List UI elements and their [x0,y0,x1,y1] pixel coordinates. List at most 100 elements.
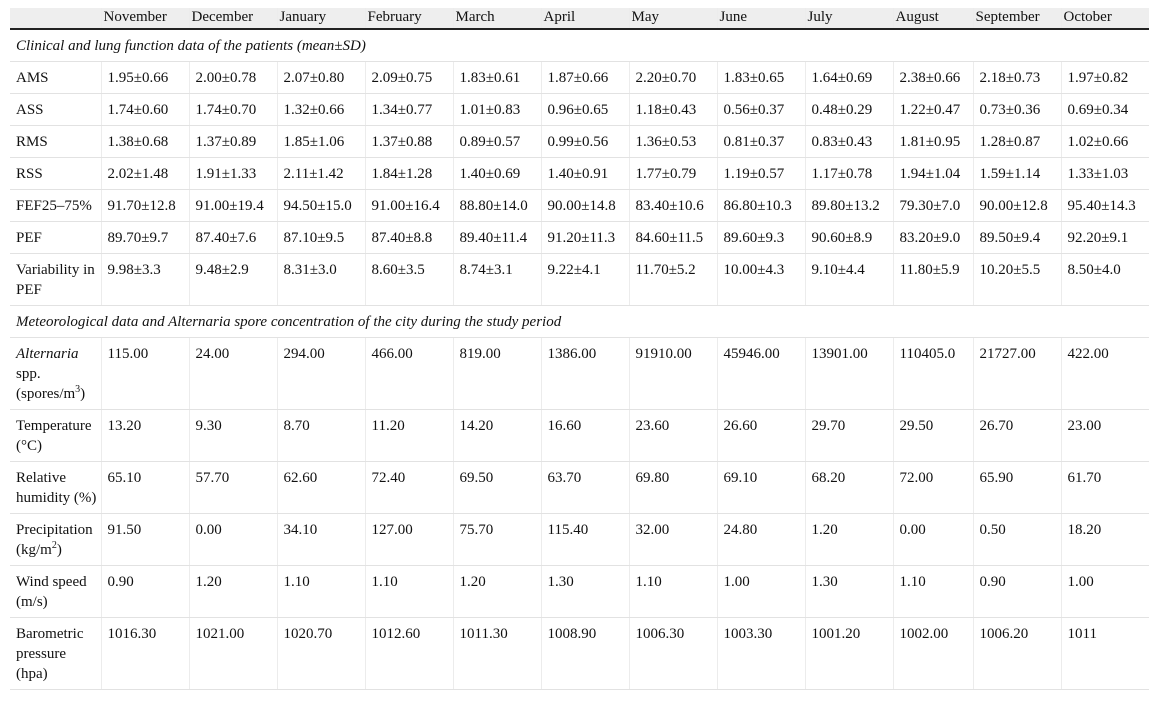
row-label: Alternaria spp. (spores/m3) [10,337,102,410]
column-header: June [717,8,806,30]
cell-value: 0.56±0.37 [717,93,806,126]
cell-value: 1.10 [365,565,454,618]
row-label: Relative humidity (%) [10,461,102,514]
data-row: RSS 2.02±1.48 1.91±1.33 2.11±1.42 1.84±1.28 1… [10,157,1149,190]
cell-value: 1.01±0.83 [453,93,542,126]
column-header: November [101,8,190,30]
cell-value: 92.20±9.1 [1061,221,1149,254]
row-label: ASS [10,93,102,126]
cell-value: 2.11±1.42 [277,157,366,190]
cell-value: 95.40±14.3 [1061,189,1149,222]
cell-value: 819.00 [453,337,542,410]
data-row: Alternaria spp. (spores/m3) 115.00 24.00 29… [10,337,1149,410]
cell-value: 89.80±13.2 [805,189,894,222]
cell-value: 9.48±2.9 [189,253,278,306]
cell-value: 23.60 [629,409,718,462]
cell-value: 1001.20 [805,617,894,690]
cell-value: 2.02±1.48 [101,157,190,190]
cell-value: 2.20±0.70 [629,61,718,94]
cell-value: 1.10 [629,565,718,618]
section-row: Meteorological data and Alternaria spore… [10,305,1149,338]
cell-value: 72.00 [893,461,974,514]
cell-value: 1.77±0.79 [629,157,718,190]
data-row: Barometric pressure (hpa) 1016.30 1021.00 1… [10,617,1149,690]
cell-value: 1003.30 [717,617,806,690]
cell-value: 0.90 [101,565,190,618]
table-body: Clinical and lung function data of the p… [10,29,1149,690]
cell-value: 1012.60 [365,617,454,690]
data-row: Relative humidity (%) 65.10 57.70 62.60 72.4… [10,461,1149,514]
cell-value: 0.73±0.36 [973,93,1062,126]
cell-value: 2.00±0.78 [189,61,278,94]
label-part: ) [80,386,86,402]
label-part: 2 [51,540,57,551]
cell-value: 1.22±0.47 [893,93,974,126]
cell-value: 1.32±0.66 [277,93,366,126]
cell-value: 65.90 [973,461,1062,514]
cell-value: 91910.00 [629,337,718,410]
cell-value: 1.18±0.43 [629,93,718,126]
label-part: Precipitation (kg/m [16,522,93,558]
cell-value: 1.37±0.88 [365,125,454,158]
section-row: Clinical and lung function data of the p… [10,29,1149,62]
cell-value: 11.70±5.2 [629,253,718,306]
cell-value: 0.48±0.29 [805,93,894,126]
cell-value: 1.74±0.60 [101,93,190,126]
cell-value: 1.20 [805,513,894,566]
data-row: Wind speed (m/s) 0.90 1.20 1.10 1.10 1.20 1.30… [10,565,1149,618]
cell-value: 1.10 [277,565,366,618]
cell-value: 466.00 [365,337,454,410]
cell-value: 18.20 [1061,513,1149,566]
cell-value: 32.00 [629,513,718,566]
cell-value: 1.10 [893,565,974,618]
row-label: PEF [10,221,102,254]
cell-value: 94.50±15.0 [277,189,366,222]
cell-value: 1.20 [189,565,278,618]
cell-value: 1011.30 [453,617,542,690]
cell-value: 86.80±10.3 [717,189,806,222]
cell-value: 90.00±14.8 [541,189,630,222]
data-row: PEF 89.70±9.7 87.40±7.6 87.10±9.5 87.40±8.8 8… [10,221,1149,254]
cell-value: 87.40±8.8 [365,221,454,254]
cell-value: 1.30 [541,565,630,618]
cell-value: 0.96±0.65 [541,93,630,126]
data-row: Temperature (°C) 13.20 9.30 8.70 11.20 14.20 1… [10,409,1149,462]
row-label: Temperature (°C) [10,409,102,462]
cell-value: 91.00±19.4 [189,189,278,222]
cell-value: 75.70 [453,513,542,566]
cell-value: 127.00 [365,513,454,566]
cell-value: 0.81±0.37 [717,125,806,158]
cell-value: 1.02±0.66 [1061,125,1149,158]
cell-value: 8.60±3.5 [365,253,454,306]
cell-value: 1020.70 [277,617,366,690]
cell-value: 2.18±0.73 [973,61,1062,94]
data-row: Precipitation (kg/m2) 91.50 0.00 34.10 127.0… [10,513,1149,566]
cell-value: 1.17±0.78 [805,157,894,190]
cell-value: 0.00 [893,513,974,566]
cell-value: 91.00±16.4 [365,189,454,222]
column-header: February [365,8,454,30]
cell-value: 21727.00 [973,337,1062,410]
cell-value: 1006.30 [629,617,718,690]
cell-value: 2.07±0.80 [277,61,366,94]
cell-value: 0.89±0.57 [453,125,542,158]
header-row: November December January February March Apri… [10,8,1149,30]
cell-value: 1.59±1.14 [973,157,1062,190]
cell-value: 61.70 [1061,461,1149,514]
column-header: December [189,8,278,30]
column-header: March [453,8,542,30]
cell-value: 115.00 [101,337,190,410]
cell-value: 1.00 [1061,565,1149,618]
cell-value: 0.69±0.34 [1061,93,1149,126]
cell-value: 1.19±0.57 [717,157,806,190]
label-part: ) [56,542,62,558]
cell-value: 1008.90 [541,617,630,690]
cell-value: 8.70 [277,409,366,462]
cell-value: 24.00 [189,337,278,410]
cell-value: 0.83±0.43 [805,125,894,158]
cell-value: 89.40±11.4 [453,221,542,254]
cell-value: 69.50 [453,461,542,514]
cell-value: 10.00±4.3 [717,253,806,306]
cell-value: 1.81±0.95 [893,125,974,158]
